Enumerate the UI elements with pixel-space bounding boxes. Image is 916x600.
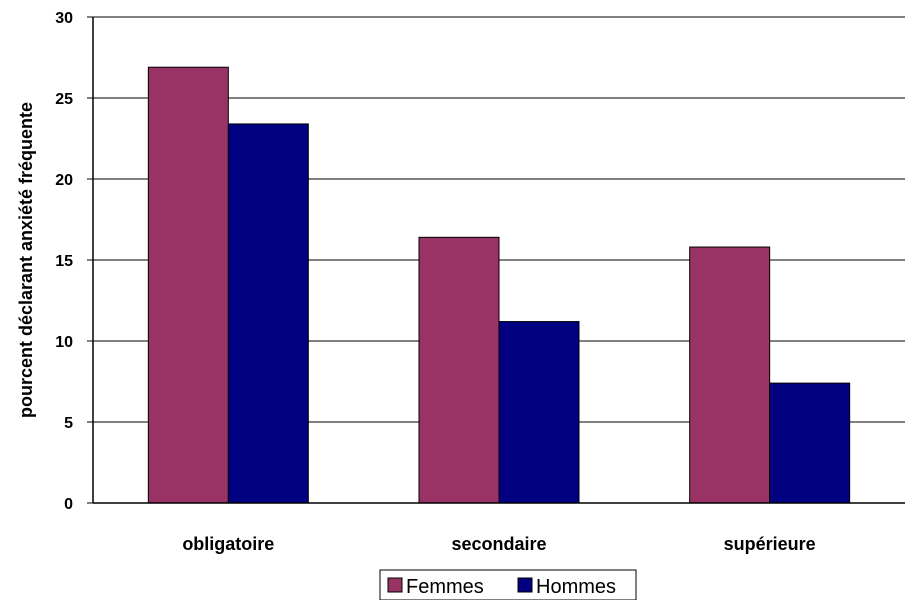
- category-labels: obligatoire secondaire supérieure: [182, 534, 815, 554]
- y-tick-labels: 0 5 10 15 20 25 30: [55, 10, 73, 513]
- y-tick-label: 30: [55, 10, 73, 27]
- legend-swatch-hommes: [517, 577, 533, 593]
- legend-box: [379, 569, 637, 600]
- y-tick-label: 0: [64, 496, 73, 513]
- y-tick-label: 20: [55, 172, 73, 189]
- category-label: secondaire: [451, 534, 546, 554]
- bar-femmes-1: [418, 236, 500, 504]
- y-tick-label: 25: [55, 91, 73, 108]
- legend: Femmes Hommes: [379, 569, 637, 600]
- bars: [147, 66, 851, 504]
- y-axis-title: pourcent déclarant anxiété fréquente: [16, 102, 36, 418]
- legend-label-hommes: Hommes: [536, 576, 616, 598]
- bar-hommes-0: [227, 123, 309, 504]
- category-label: supérieure: [724, 534, 816, 554]
- y-tick-label: 15: [55, 253, 73, 270]
- bar-hommes-2: [769, 382, 851, 504]
- legend-swatch-femmes: [387, 577, 403, 593]
- bar-hommes-1: [498, 321, 580, 504]
- y-tick-label: 5: [64, 415, 73, 432]
- bar-femmes-0: [147, 66, 229, 504]
- legend-label-femmes: Femmes: [406, 576, 484, 598]
- category-label: obligatoire: [182, 534, 274, 554]
- y-tick-label: 10: [55, 334, 73, 351]
- bar-femmes-2: [689, 246, 771, 504]
